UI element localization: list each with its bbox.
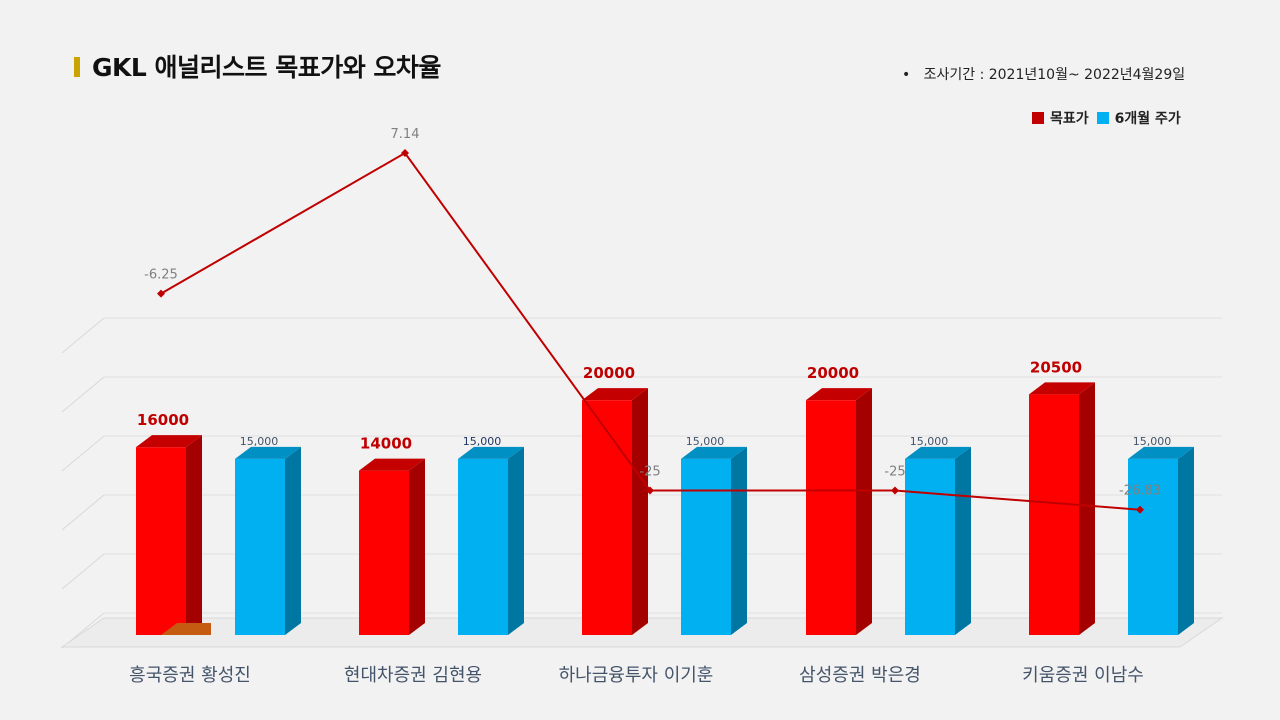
grid-diagonal — [61, 435, 105, 472]
legend-swatch-six-month-price — [1096, 112, 1109, 124]
grid-diagonal — [61, 553, 105, 590]
data-label-target-price: 20000 — [583, 364, 635, 382]
legend-label-target-price: 목표가 — [1050, 111, 1089, 127]
error-rate-point — [1136, 505, 1144, 514]
category-label: 키움증권 이남수 — [1022, 665, 1144, 686]
bar-target-price-front — [359, 470, 409, 635]
bar-target-price-side — [1079, 382, 1095, 635]
error-rate-point — [157, 289, 165, 298]
data-label-target-price: 14000 — [360, 435, 412, 453]
grid-diagonal — [61, 376, 105, 413]
page-title: GKL 애널리스트 목표가와 오차율 — [92, 53, 441, 82]
category-label: 삼성증권 박은경 — [799, 665, 921, 686]
bar-target-price-side — [632, 388, 648, 635]
error-rate-line — [160, 151, 1141, 511]
error-rate-point — [646, 486, 654, 495]
category-label: 흥국증권 황성진 — [129, 665, 251, 686]
data-label-six-month-price: 15,000 — [463, 435, 502, 448]
bar-target-price-top — [136, 435, 202, 448]
grid-diagonal — [61, 494, 105, 531]
bar-target-price-side — [856, 388, 872, 635]
bar-six-month-price-top — [905, 446, 971, 459]
error-rate-label: -6.25 — [144, 268, 178, 283]
data-label-target-price: 16000 — [137, 411, 189, 429]
bar-six-month-price-side — [285, 446, 301, 635]
bar-six-month-price-front — [681, 458, 731, 635]
bar-target-price-side — [409, 458, 425, 635]
bar-six-month-price-front — [458, 458, 508, 635]
bar-six-month-price-front — [1128, 458, 1178, 635]
bar-target-price-top — [1029, 382, 1095, 395]
survey-period: • 조사기간 : 2021년10월~ 2022년4월29일 — [902, 67, 1186, 83]
bar-target-price-top — [582, 388, 648, 401]
legend-item-six-month-price: 6개월 주가 — [1096, 108, 1181, 128]
error-rate-point — [401, 149, 409, 158]
bar-six-month-price-top — [681, 446, 747, 459]
bar-target-price-side — [186, 435, 202, 635]
chart-legend: 목표가 6개월 주가 — [1032, 108, 1185, 128]
bar-six-month-price-top — [458, 446, 524, 459]
bar-target-price-front — [806, 400, 856, 635]
error-rate-point — [891, 486, 899, 495]
data-label-six-month-price: 15,000 — [910, 435, 949, 448]
category-label: 하나금융투자 이기훈 — [559, 665, 714, 686]
survey-period-text: 조사기간 : 2021년10월~ 2022년4월29일 — [923, 67, 1186, 83]
error-rate-label: -25 — [884, 465, 905, 480]
grid-diagonal — [61, 317, 105, 354]
bar-six-month-price-front — [235, 458, 285, 635]
bar-target-price-top — [359, 458, 425, 471]
bar-six-month-price-top — [235, 446, 301, 459]
title-accent-bar — [74, 57, 80, 77]
bar-six-month-price-side — [1178, 446, 1194, 635]
bar-six-month-price-side — [731, 446, 747, 635]
legend-item-target-price: 목표가 — [1032, 108, 1089, 128]
bar-target-price-front — [582, 400, 632, 635]
error-rate-label: -26.83 — [1119, 484, 1161, 499]
legend-swatch-target-price — [1032, 112, 1044, 124]
bar-six-month-price-side — [508, 446, 524, 635]
legend-label-six-month-price: 6개월 주가 — [1114, 111, 1181, 127]
error-rate-label: -25 — [639, 465, 660, 480]
bar-target-price-front — [136, 447, 186, 635]
data-label-six-month-price: 15,000 — [686, 435, 725, 448]
category-label: 현대차증권 김현용 — [344, 665, 482, 686]
bar-six-month-price-front — [905, 458, 955, 635]
data-label-six-month-price: 15,000 — [240, 435, 279, 448]
bar-six-month-price-top — [1128, 446, 1194, 459]
floor-marker — [161, 623, 211, 635]
bar-target-price-top — [806, 388, 872, 401]
bar-six-month-price-side — [955, 446, 971, 635]
error-rate-label: 7.14 — [391, 127, 420, 142]
bar-target-price-front — [1029, 394, 1079, 635]
data-label-target-price: 20000 — [807, 364, 859, 382]
data-label-target-price: 20500 — [1030, 358, 1082, 376]
data-label-six-month-price: 15,000 — [1133, 435, 1172, 448]
